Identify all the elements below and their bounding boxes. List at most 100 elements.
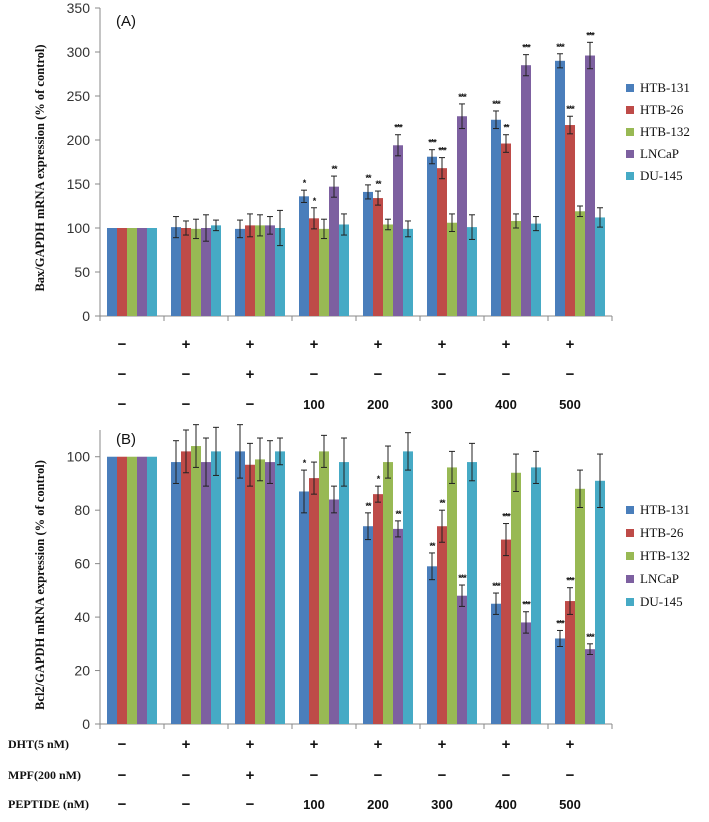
- legend-swatch: [626, 529, 634, 537]
- bar-htb-131: [299, 491, 309, 724]
- condition-cell: +: [246, 366, 255, 383]
- significance-marker: ***: [586, 30, 595, 40]
- dht-row-label: DHT(5 nM): [8, 737, 69, 751]
- bar-lncap: [265, 462, 275, 724]
- legend-label: HTB-26: [640, 525, 684, 540]
- significance-marker: *: [313, 196, 317, 206]
- condition-cell: 400: [495, 797, 517, 812]
- condition-cell: 400: [495, 397, 517, 412]
- y-tick-label: 0: [82, 716, 90, 732]
- bar-htb-132: [127, 228, 137, 316]
- bar-htb-131: [235, 228, 245, 316]
- legend-swatch: [626, 84, 634, 92]
- panel-b-condition-rows: DHT(5 nM) MPF(200 nM) PEPTIDE (nM) − + + + +…: [8, 736, 581, 813]
- bar-htb-26: [437, 526, 447, 724]
- y-tick-label: 50: [74, 264, 90, 280]
- bar-htb-132: [255, 225, 265, 316]
- panel-b-label: (B): [116, 431, 136, 448]
- condition-cell: −: [118, 736, 127, 753]
- y-tick-label: 40: [74, 609, 90, 625]
- legend-label: HTB-132: [640, 548, 690, 563]
- condition-cell: 100: [303, 397, 325, 412]
- bar-htb-132: [255, 459, 265, 724]
- bar-lncap: [585, 649, 595, 724]
- condition-cell: −: [566, 366, 575, 383]
- bar-htb-26: [117, 456, 127, 724]
- condition-cell: 500: [559, 397, 581, 412]
- condition-cell: −: [246, 396, 255, 413]
- condition-cell: 500: [559, 797, 581, 812]
- y-tick-label: 300: [67, 44, 91, 60]
- condition-cell: −: [182, 767, 191, 784]
- bar-du-145: [403, 451, 413, 724]
- bar-lncap: [137, 456, 147, 724]
- condition-cell: −: [310, 767, 319, 784]
- y-tick-label: 150: [67, 176, 91, 192]
- legend-label: HTB-131: [640, 502, 690, 517]
- bar-htb-131: [171, 227, 181, 316]
- y-tick-label: 80: [74, 502, 90, 518]
- condition-cell: +: [374, 736, 383, 753]
- y-tick-label: 250: [67, 88, 91, 104]
- bar-du-145: [467, 462, 477, 724]
- bar-htb-131: [107, 228, 117, 316]
- bar-htb-26: [373, 494, 383, 724]
- bar-lncap: [265, 225, 275, 316]
- y-tick-label: 20: [74, 663, 90, 679]
- bar-lncap: [201, 228, 211, 316]
- bar-lncap: [329, 186, 339, 316]
- bar-du-145: [147, 456, 157, 724]
- condition-cell: −: [118, 396, 127, 413]
- legend-swatch: [626, 552, 634, 560]
- y-tick-label: 200: [67, 132, 91, 148]
- bar-du-145: [595, 217, 605, 316]
- bar-du-145: [275, 228, 285, 316]
- bar-du-145: [339, 462, 349, 724]
- legend-label: HTB-26: [640, 102, 684, 117]
- significance-marker: ***: [428, 138, 437, 148]
- legend-label: LNCaP: [640, 146, 679, 161]
- condition-cell: −: [246, 796, 255, 813]
- bar-htb-26: [309, 218, 319, 316]
- y-tick-label: 100: [67, 449, 91, 465]
- significance-marker: **: [375, 179, 382, 189]
- bar-lncap: [393, 145, 403, 316]
- legend-swatch: [626, 598, 634, 606]
- condition-cell: +: [310, 336, 319, 353]
- bar-du-145: [595, 480, 605, 724]
- significance-marker: **: [365, 501, 372, 511]
- bar-htb-131: [363, 526, 373, 724]
- legend-label: LNCaP: [640, 571, 679, 586]
- legend-label: HTB-131: [640, 80, 690, 95]
- condition-cell: +: [502, 336, 511, 353]
- panel-a-label: (A): [116, 13, 136, 30]
- condition-cell: 300: [431, 397, 453, 412]
- bar-lncap: [521, 622, 531, 724]
- bar-du-145: [403, 228, 413, 316]
- panel-a-y-axis-label: Bax/GAPDH mRNA expression (% of control): [33, 44, 47, 291]
- bar-htb-131: [363, 191, 373, 316]
- bar-htb-132: [511, 472, 521, 724]
- bar-htb-131: [171, 462, 181, 724]
- bar-htb-131: [555, 60, 565, 316]
- y-tick-label: 100: [67, 220, 91, 236]
- bar-lncap: [585, 55, 595, 317]
- condition-cell: −: [438, 767, 447, 784]
- condition-cell: −: [182, 396, 191, 413]
- condition-cell: 300: [431, 797, 453, 812]
- significance-marker: ***: [586, 632, 595, 642]
- bar-htb-132: [383, 462, 393, 724]
- condition-cell: +: [246, 736, 255, 753]
- bar-lncap: [457, 116, 467, 317]
- legend-label: DU-145: [640, 168, 683, 183]
- bar-htb-132: [191, 446, 201, 724]
- bar-htb-132: [575, 211, 585, 316]
- bar-du-145: [211, 451, 221, 724]
- panel-b-y-axis-label: Bcl2/GAPDH mRNA expression (% of control…: [33, 460, 47, 710]
- bar-htb-26: [565, 125, 575, 316]
- condition-cell: +: [246, 336, 255, 353]
- bar-lncap: [393, 528, 403, 724]
- legend-swatch: [626, 128, 634, 136]
- bar-htb-131: [491, 119, 501, 316]
